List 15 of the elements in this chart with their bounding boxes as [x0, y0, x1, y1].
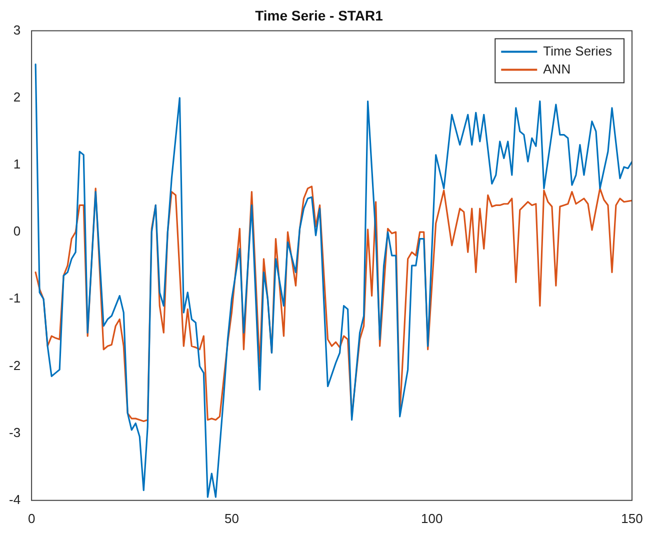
x-tick-label: 150: [621, 510, 643, 526]
y-tick-label: 1: [13, 156, 21, 172]
y-tick-label: -4: [8, 492, 21, 507]
y-tick-label: -1: [8, 290, 21, 306]
legend-label: Time Series: [543, 43, 612, 58]
x-tick-label: 100: [421, 510, 443, 526]
y-tick-label: -3: [8, 424, 21, 440]
chart-title: Time Serie - STAR1: [255, 7, 384, 24]
legend-label: ANN: [543, 61, 571, 76]
y-tick-label: 0: [13, 224, 21, 239]
y-tick-label: 2: [13, 89, 21, 104]
y-tick-label: 3: [13, 22, 21, 38]
x-tick-label: 50: [224, 510, 239, 526]
y-tick-label: -2: [8, 358, 21, 373]
x-tick-label: 0: [28, 510, 36, 526]
